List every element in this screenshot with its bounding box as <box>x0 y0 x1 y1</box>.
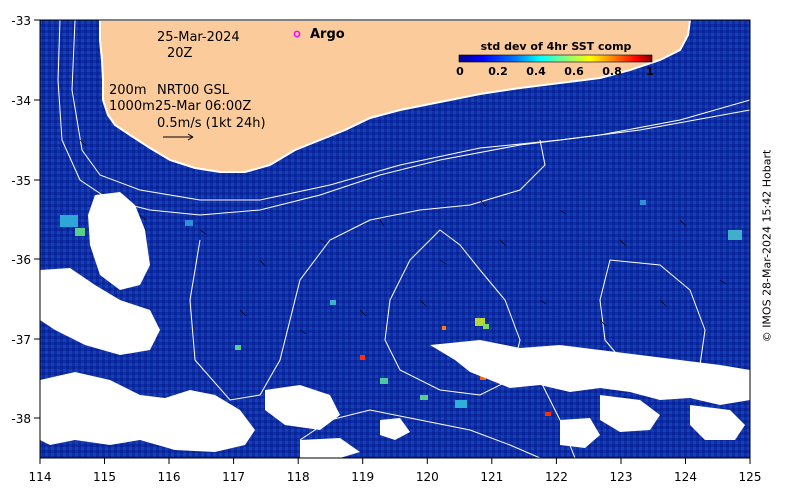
plot-frame <box>39 19 751 459</box>
x-axis <box>39 458 751 464</box>
colorbar-tick-0.8: 0.8 <box>602 65 622 78</box>
product-label: NRT00 GSL <box>157 83 230 98</box>
x-tick-114: 114 <box>29 470 52 484</box>
y-tick-34: -34 <box>11 94 31 108</box>
y-tick-33: -33 <box>11 14 31 28</box>
colorbar-tick-0: 0 <box>456 65 464 78</box>
x-tick-117: 117 <box>222 470 245 484</box>
x-tick-125: 125 <box>739 470 762 484</box>
x-tick-120: 120 <box>416 470 439 484</box>
vector-time-label: 25-Mar 06:00Z <box>155 99 251 114</box>
y-tick-37: -37 <box>11 333 31 347</box>
y-tick-labels: -33 -34 -35 -36 -37 -38 <box>11 14 31 426</box>
x-tick-119: 119 <box>351 470 374 484</box>
contour-lines <box>57 20 750 458</box>
x-tick-124: 124 <box>674 470 697 484</box>
credit-text: © IMOS 28-Mar-2024 15:42 Hobart <box>760 149 774 343</box>
x-tick-115: 115 <box>93 470 116 484</box>
colorbar-tick-0.4: 0.4 <box>526 65 546 78</box>
y-tick-38: -38 <box>11 412 31 426</box>
colorbar-tick-1: 1 <box>646 65 654 78</box>
colorbar: std dev of 4hr SST comp 0 0.2 0.4 0.6 0.… <box>456 40 654 78</box>
vector-scale-label: 0.5m/s (1kt 24h) <box>157 116 266 131</box>
date-label: 25-Mar-2024 <box>157 30 240 45</box>
x-tick-116: 116 <box>158 470 181 484</box>
colorbar-tick-0.6: 0.6 <box>564 65 584 78</box>
y-tick-35: -35 <box>11 174 31 188</box>
x-tick-labels: 114 115 116 117 118 119 120 121 122 123 … <box>29 470 762 484</box>
x-tick-122: 122 <box>545 470 568 484</box>
x-tick-123: 123 <box>610 470 633 484</box>
argo-label: Argo <box>310 27 345 42</box>
argo-marker-icon <box>293 30 301 38</box>
cloud-mask <box>40 192 750 458</box>
depth-contour-label-200: 200m <box>109 83 146 98</box>
hour-label: 20Z <box>167 46 193 61</box>
y-axis <box>34 19 40 419</box>
colorbar-tick-0.2: 0.2 <box>488 65 508 78</box>
current-vectors <box>79 139 727 335</box>
x-tick-118: 118 <box>287 470 310 484</box>
y-tick-36: -36 <box>11 253 31 267</box>
depth-contour-label-1000: 1000m <box>109 99 155 114</box>
x-tick-121: 121 <box>480 470 503 484</box>
vector-scale-arrow <box>163 133 194 141</box>
colorbar-title: std dev of 4hr SST comp <box>481 40 632 53</box>
